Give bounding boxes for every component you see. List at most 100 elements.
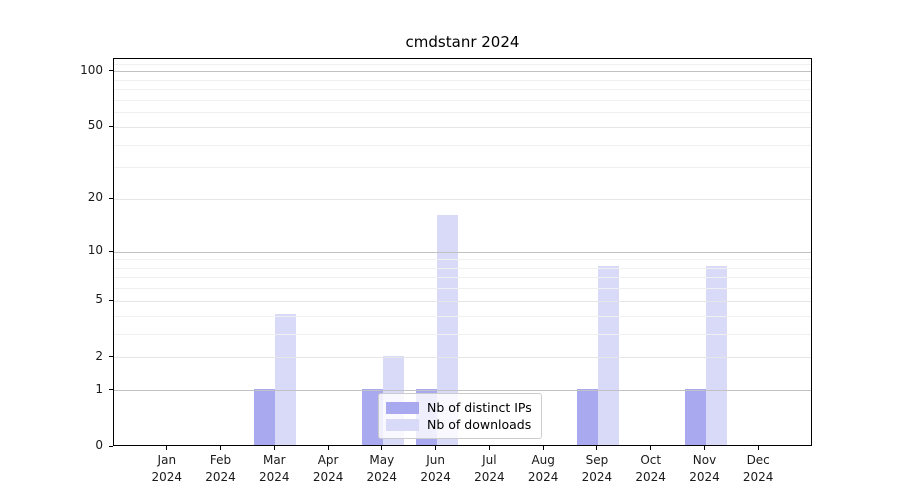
y-tick-20	[109, 197, 113, 199]
x-tick-may	[381, 446, 383, 450]
legend-item-distinct-ips: Nb of distinct IPs	[386, 399, 532, 416]
bar-ips-nov	[684, 388, 706, 445]
y-tick-label-20: 20	[87, 190, 103, 205]
x-tick-label-jun: Jun 2024	[408, 452, 464, 486]
gridline-mid-y-5	[114, 300, 811, 302]
gridline-minor-y-70	[114, 99, 811, 101]
gridline-minor-y-30	[114, 167, 811, 169]
x-tick-month: Jan	[157, 453, 177, 467]
y-tick-label-50: 50	[87, 118, 103, 133]
x-tick-month: May	[369, 453, 395, 467]
x-tick-oct	[650, 446, 652, 450]
y-tick-50	[109, 125, 113, 127]
x-tick-jul	[488, 446, 490, 450]
y-tick-10	[109, 250, 113, 252]
x-tick-year: 2024	[205, 470, 236, 484]
gridline-minor-y-90	[114, 79, 811, 81]
x-tick-month: Jul	[482, 453, 497, 467]
gridline-minor-y-3	[114, 333, 811, 335]
x-tick-label-may: May 2024	[354, 452, 410, 486]
y-tick-label-5: 5	[95, 292, 103, 307]
gridline-minor-y-110	[114, 63, 811, 65]
plot-area	[113, 58, 812, 446]
x-tick-year: 2024	[689, 470, 720, 484]
x-tick-feb	[220, 446, 221, 450]
legend-swatch-distinct-ips	[386, 401, 419, 414]
y-tick-label-2: 2	[95, 348, 103, 363]
legend-swatch-downloads	[386, 418, 419, 431]
x-tick-year: 2024	[635, 470, 666, 484]
y-tick-label-1: 1	[95, 381, 103, 396]
legend-label-downloads: Nb of downloads	[427, 417, 532, 432]
bar-downloads-jun	[436, 214, 458, 445]
y-tick-1	[109, 389, 113, 391]
x-tick-month: Nov	[692, 453, 717, 467]
x-tick-mar	[273, 446, 275, 450]
x-tick-month: Jun	[426, 453, 445, 467]
gridline-minor-y-80	[114, 89, 811, 91]
x-tick-jun	[435, 446, 437, 450]
x-tick-label-dec: Dec 2024	[730, 452, 786, 486]
gridline-minor-y-6	[114, 288, 811, 290]
x-tick-year: 2024	[527, 470, 559, 484]
gridline-minor-y-7	[114, 277, 811, 279]
legend-item-downloads: Nb of downloads	[386, 416, 532, 433]
gridline-major-y-1	[114, 390, 811, 392]
x-tick-year: 2024	[312, 470, 344, 484]
bar-downloads-mar	[275, 314, 297, 445]
x-tick-label-oct: Oct 2024	[623, 452, 679, 486]
gridline-major-y-10	[114, 251, 811, 253]
legend: Nb of distinct IPs Nb of downloads	[378, 393, 542, 439]
x-tick-year: 2024	[259, 470, 290, 484]
y-tick-label-100: 100	[80, 62, 103, 77]
gridline-mid-y-2	[114, 357, 811, 359]
x-tick-label-apr: Apr 2024	[300, 452, 356, 486]
gridline-minor-y-9	[114, 259, 811, 261]
x-tick-label-feb: Feb 2024	[193, 452, 249, 486]
x-tick-label-jan: Jan 2024	[139, 452, 195, 486]
chart-title: cmdstanr 2024	[405, 33, 520, 51]
gridline-minor-y-40	[114, 144, 811, 146]
x-tick-label-jul: Jul 2024	[461, 452, 517, 486]
gridline-minor-y-4	[114, 315, 811, 317]
x-tick-month: Mar	[262, 453, 286, 467]
x-tick-year: 2024	[581, 470, 613, 484]
gridline-minor-y-60	[114, 112, 811, 114]
y-tick-label-0: 0	[95, 438, 103, 452]
x-tick-label-aug: Aug 2024	[515, 452, 571, 486]
y-tick-100	[109, 70, 113, 72]
bar-downloads-nov	[705, 266, 727, 445]
x-tick-year: 2024	[420, 470, 451, 484]
x-tick-label-nov: Nov 2024	[677, 452, 733, 486]
bar-ips-may	[361, 388, 383, 445]
x-tick-year: 2024	[474, 470, 505, 484]
x-tick-nov	[704, 446, 705, 450]
x-tick-label-mar: Mar 2024	[246, 452, 302, 486]
x-tick-aug	[542, 446, 544, 450]
gridline-major-y-100	[114, 71, 811, 73]
x-tick-year: 2024	[151, 470, 183, 484]
bar-ips-mar	[254, 388, 276, 445]
y-tick-0	[109, 445, 113, 447]
y-tick-2	[109, 356, 113, 358]
bar-downloads-sep	[597, 266, 619, 445]
x-tick-month: Sep	[585, 453, 609, 467]
x-tick-month: Dec	[746, 453, 770, 467]
x-tick-year: 2024	[366, 470, 398, 484]
gridline-mid-y-20	[114, 198, 811, 200]
x-tick-apr	[327, 446, 329, 450]
x-tick-month: Feb	[209, 453, 232, 467]
x-tick-month: Aug	[531, 453, 555, 467]
x-tick-year: 2024	[742, 470, 774, 484]
x-tick-month: Oct	[640, 453, 662, 467]
x-tick-sep	[596, 446, 598, 450]
x-tick-label-sep: Sep 2024	[569, 452, 625, 486]
gridline-minor-y-8	[114, 267, 811, 269]
x-tick-jan	[166, 446, 168, 450]
y-tick-5	[109, 299, 113, 301]
x-tick-month: Apr	[317, 453, 339, 467]
gridline-mid-y-50	[114, 126, 811, 128]
x-tick-dec	[757, 446, 759, 450]
legend-label-distinct-ips: Nb of distinct IPs	[427, 400, 532, 415]
